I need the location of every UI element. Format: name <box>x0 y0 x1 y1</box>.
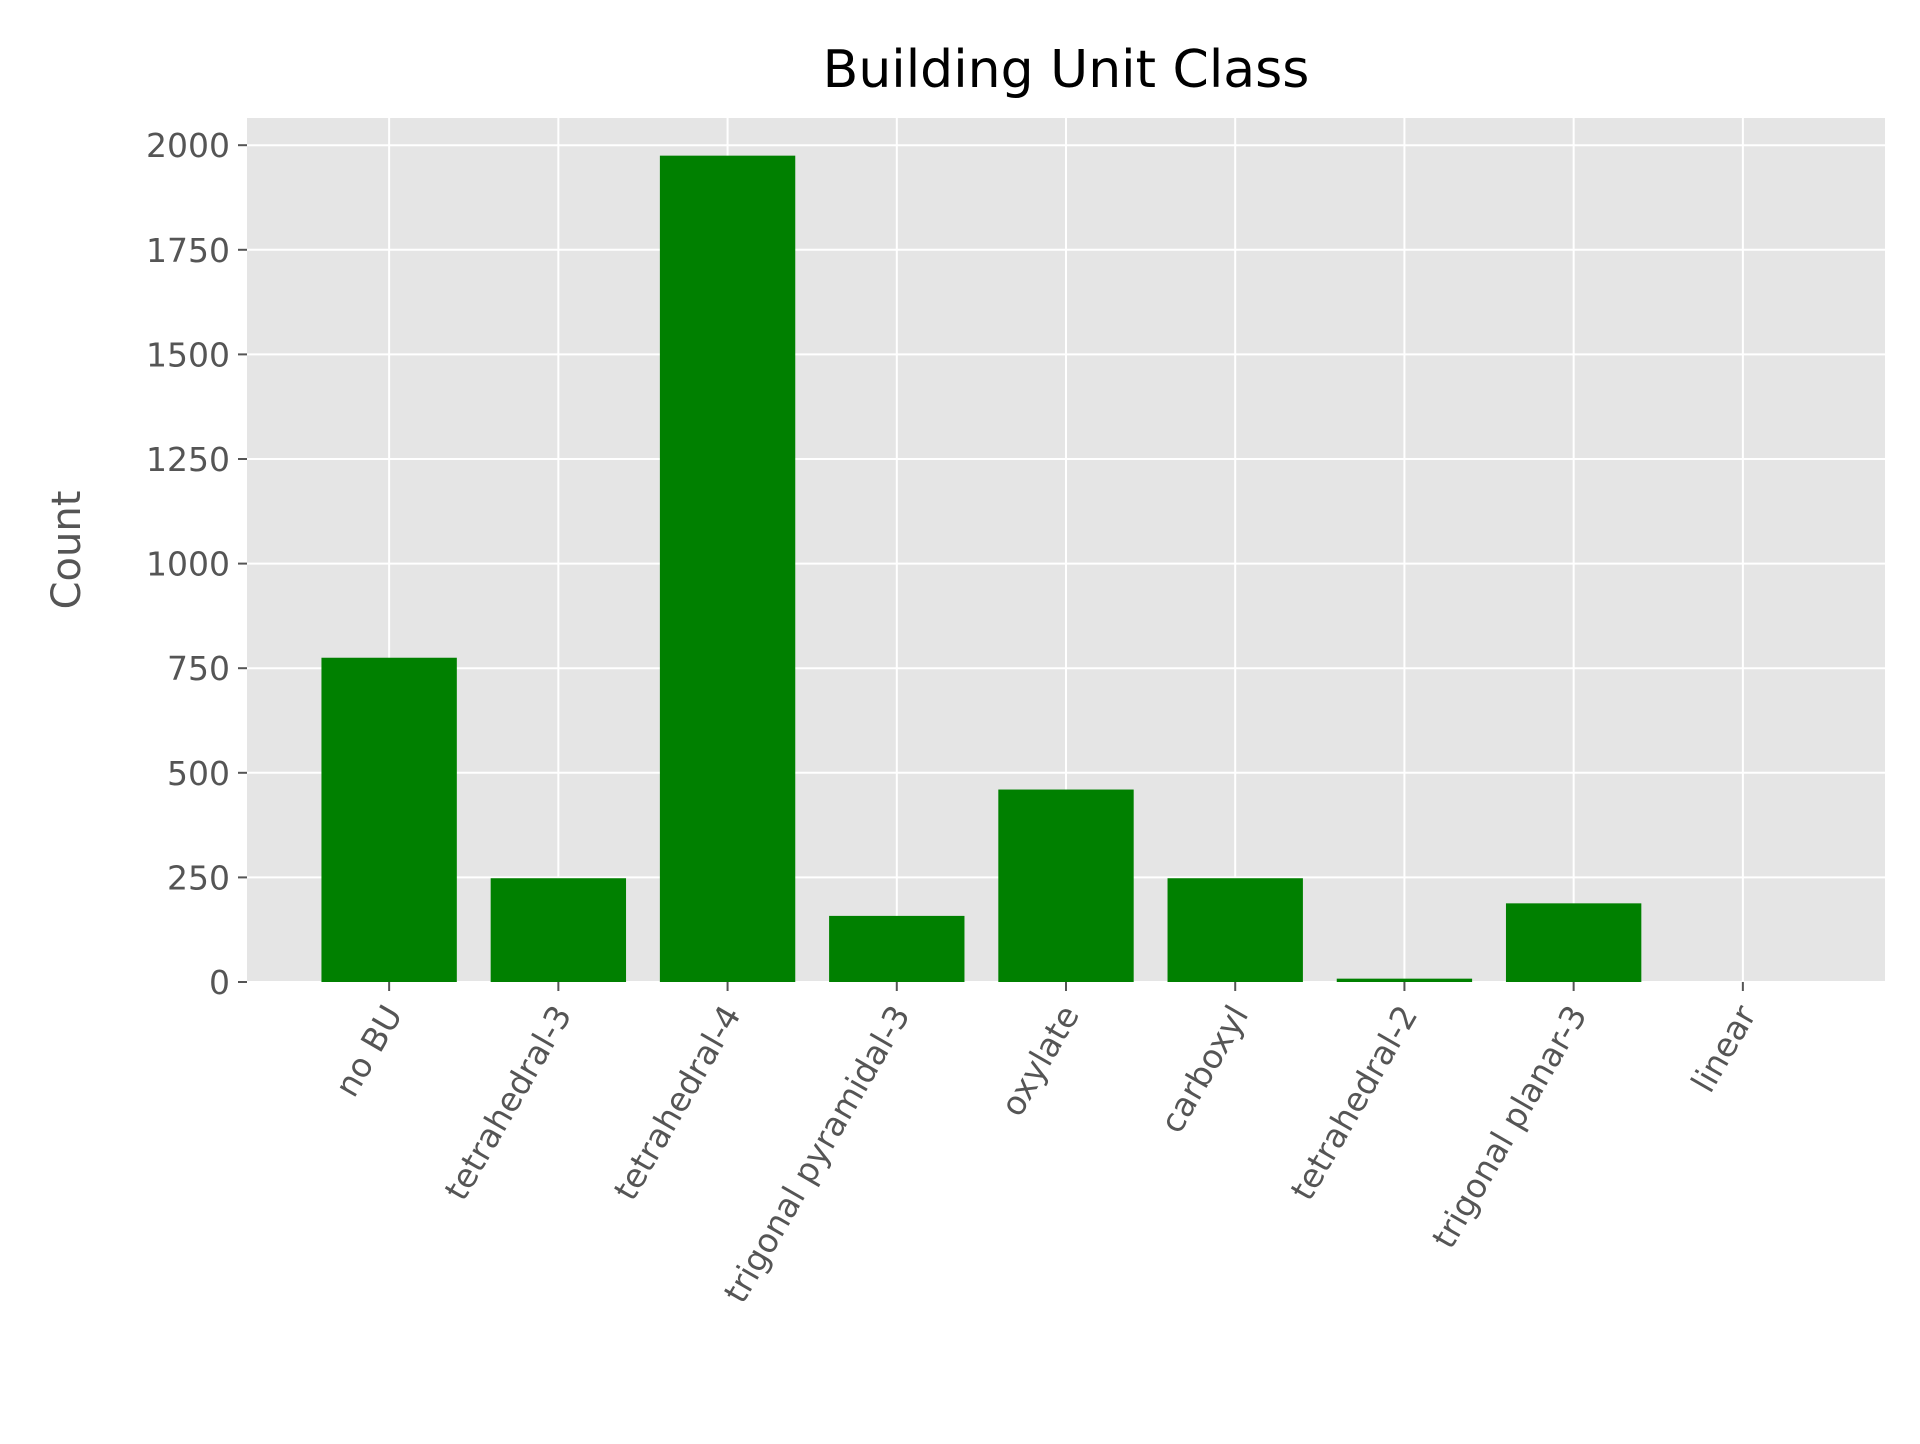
bar-oxylate <box>998 789 1134 982</box>
x-tick-label: tetrahedral-4 <box>606 999 749 1207</box>
x-tick-label: no BU <box>327 999 410 1104</box>
bar-tetrahedral-3 <box>490 878 627 982</box>
y-tick-label: 1000 <box>146 545 230 584</box>
x-tick-label: carboxyl <box>1152 999 1256 1140</box>
y-tick-label: 750 <box>167 649 230 688</box>
x-tick-label: trigonal planar-3 <box>1424 999 1595 1255</box>
bar-trigonal-planar-3 <box>1505 903 1642 982</box>
x-tick-label: oxylate <box>993 999 1087 1123</box>
y-tick-label: 1750 <box>146 231 230 270</box>
y-tick-label: 0 <box>209 963 230 1002</box>
x-tick-label: tetrahedral-3 <box>437 999 580 1207</box>
x-axis: no BU tetrahedral-3 tetrahedral-4trigonal … <box>327 982 1764 1309</box>
bar-tetrahedral-4 <box>659 155 796 982</box>
y-tick-label: 2000 <box>146 126 230 165</box>
y-axis-label: Count <box>44 491 90 610</box>
y-tick-label: 1500 <box>146 335 230 374</box>
bar-no-bu <box>321 657 457 982</box>
x-tick-label: tetrahedral-2 <box>1283 999 1426 1207</box>
x-tick-label: linear <box>1683 998 1764 1099</box>
x-tick-label: trigonal pyramidal-3 <box>716 999 918 1310</box>
bars <box>321 155 1642 982</box>
bar-carboxyl <box>1167 878 1303 982</box>
y-tick-label: 500 <box>167 754 230 793</box>
y-tick-label: 250 <box>167 858 230 897</box>
bar-tetrahedral-2 <box>1336 978 1473 982</box>
y-axis: 0 250 500 750 1000 1250 1500 1750 2000 <box>146 126 247 1002</box>
chart-title: Building Unit Class <box>823 40 1310 100</box>
y-tick-label: 1250 <box>146 440 230 479</box>
bar-trigonal-pyramidal-3 <box>829 915 965 982</box>
